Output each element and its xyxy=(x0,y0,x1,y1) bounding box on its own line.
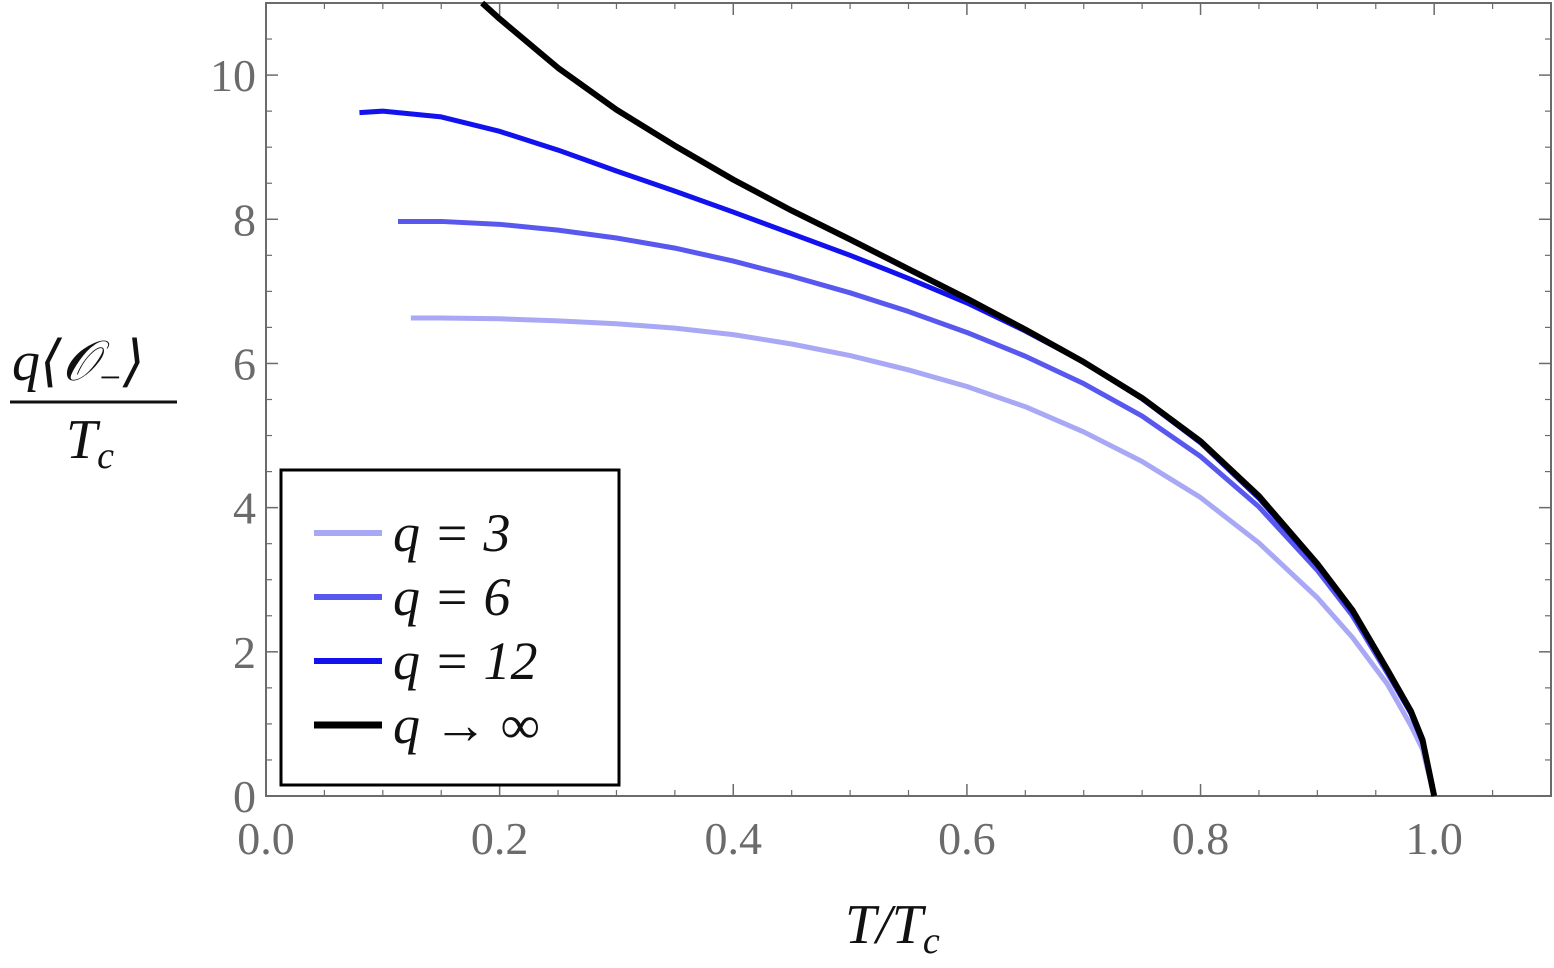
legend: q = 3q = 6q = 12q → ∞ xyxy=(279,468,621,787)
y-tick-label: 6 xyxy=(233,338,256,389)
legend-label: q = 6 xyxy=(393,567,510,627)
y-tick-label: 4 xyxy=(233,483,256,534)
y-tick-label: 8 xyxy=(233,194,256,245)
x-tick-label: 0.0 xyxy=(237,813,295,864)
series-line xyxy=(410,315,1437,797)
series-lines xyxy=(359,0,1438,797)
y-tick-label: 2 xyxy=(233,627,256,678)
legend-label: q = 3 xyxy=(393,503,510,563)
x-tick-label: 0.6 xyxy=(938,813,996,864)
x-tick-label: 0.2 xyxy=(471,813,529,864)
legend-label: q = 12 xyxy=(393,631,537,691)
y-tick-label: 0 xyxy=(233,771,256,822)
x-tick-label: 0.4 xyxy=(705,813,763,864)
y-axis-label: q⟨𝒪−⟩ Tc xyxy=(10,331,177,477)
legend-label: q → ∞ xyxy=(393,695,540,755)
y-tick-label: 10 xyxy=(210,50,256,101)
x-tick-label: 1.0 xyxy=(1405,813,1463,864)
series-line xyxy=(480,0,1438,797)
svg-text:q⟨𝒪−⟩: q⟨𝒪−⟩ xyxy=(12,331,145,399)
tick-labels: 0.0 0.2 0.4 0.6 0.8 1.0 0 2 4 6 8 10 xyxy=(210,50,1463,864)
axis-ticks xyxy=(265,2,1552,797)
x-axis-label: T/Tc xyxy=(845,894,940,962)
legend-box xyxy=(279,468,621,787)
x-tick-label: 0.8 xyxy=(1172,813,1230,864)
svg-text:Tc: Tc xyxy=(66,409,114,477)
